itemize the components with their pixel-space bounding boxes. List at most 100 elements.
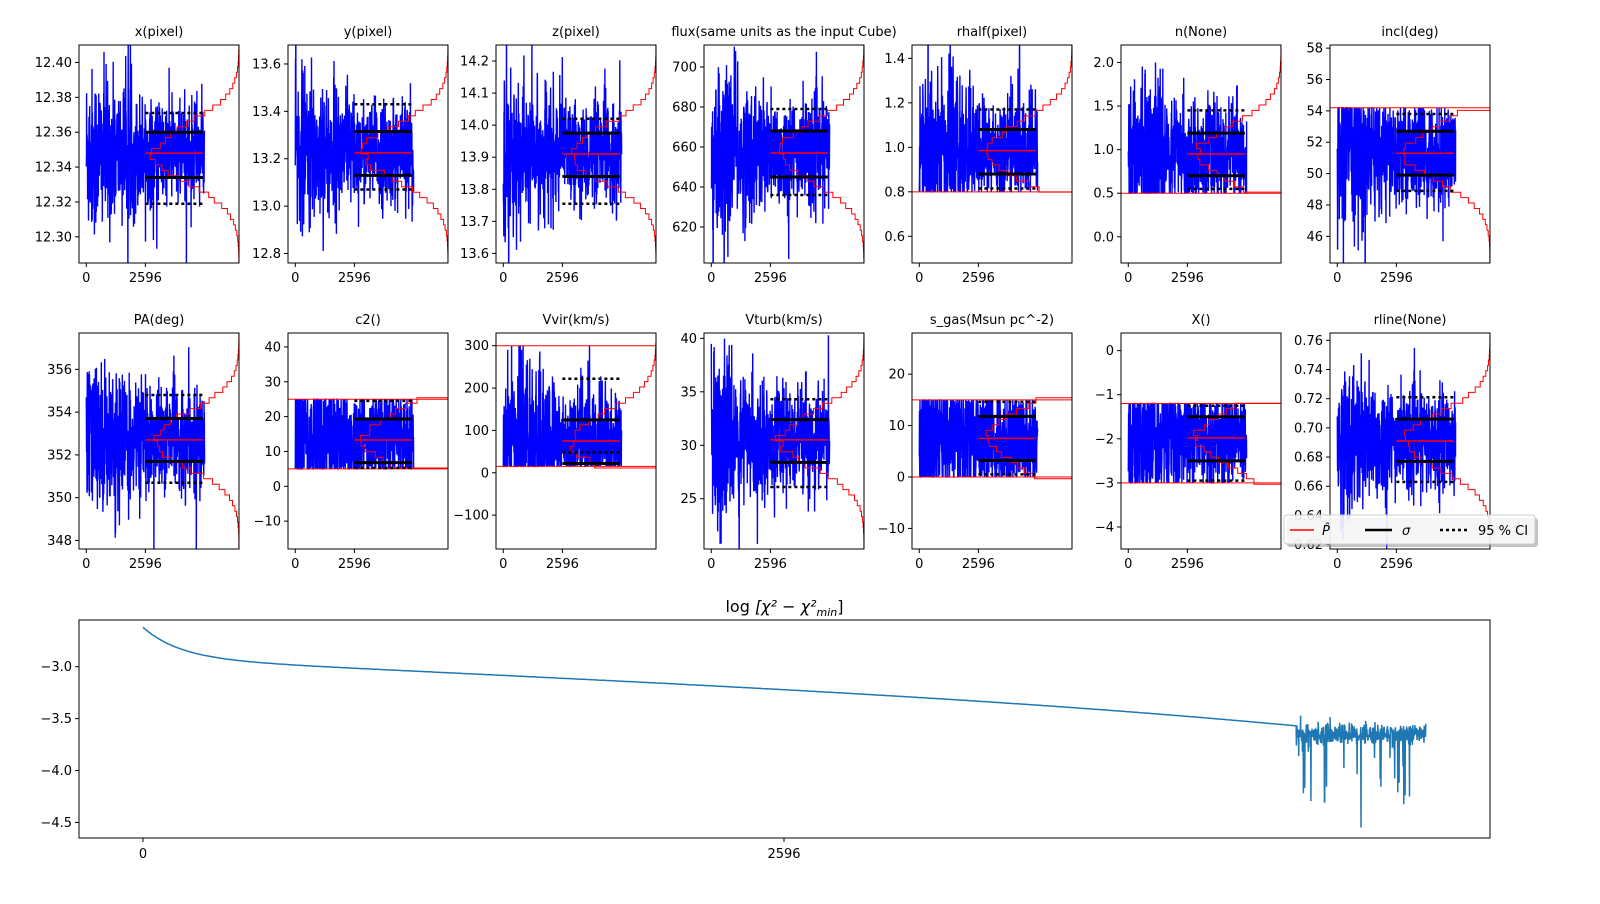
x-tick-label: 0 bbox=[499, 271, 507, 286]
panel-c2-: c2() −10 0 10 20 30 40 0 2596 bbox=[254, 313, 449, 572]
y-tick-label: 20 bbox=[264, 410, 281, 425]
trace-line bbox=[294, 398, 415, 470]
y-tick-label: 54 bbox=[1306, 104, 1323, 119]
x-tick-label: 0 bbox=[1333, 557, 1341, 572]
y-tick-label: 0.74 bbox=[1294, 363, 1323, 378]
y-tick-label: 20 bbox=[888, 368, 905, 383]
axes-frame bbox=[1120, 332, 1282, 550]
y-tick-label: 10 bbox=[264, 445, 281, 460]
x-tick-label: 0 bbox=[1333, 271, 1341, 286]
panel-title: incl(deg) bbox=[1381, 25, 1438, 40]
trace-line bbox=[502, 345, 623, 468]
chi2-title-prefix: log bbox=[725, 597, 754, 616]
x-tick-label: 2596 bbox=[1380, 271, 1413, 286]
panel-y-pixel-: y(pixel) 12.8 13.0 13.2 13.4 13.6 0 2596 bbox=[252, 25, 449, 286]
y-tick-label: 1.4 bbox=[884, 52, 905, 67]
chi2-title-expr: [χ² − χ² bbox=[755, 597, 817, 616]
axes-frame bbox=[78, 332, 240, 550]
plot-area bbox=[85, 45, 239, 263]
x-tick-label: 2596 bbox=[1171, 557, 1204, 572]
y-tick-label: −4 bbox=[1095, 520, 1114, 535]
panel-title: Vvir(km/s) bbox=[542, 313, 609, 328]
panel-title: X() bbox=[1191, 313, 1210, 328]
posterior-histogram bbox=[774, 333, 864, 549]
x-tick-label: 0 bbox=[291, 557, 299, 572]
y-tick-label: 0.70 bbox=[1294, 421, 1323, 436]
y-tick-label: 12.38 bbox=[35, 91, 72, 106]
y-tick-label: 48 bbox=[1306, 198, 1323, 213]
y-tick-label: 0 bbox=[1106, 344, 1114, 359]
panel-s-gas-msun-pc-2-: s_gas(Msun pc^-2) −10 0 10 20 0 2596 bbox=[878, 313, 1073, 572]
axes-frame bbox=[1329, 44, 1491, 264]
axes-frame bbox=[1120, 44, 1282, 264]
x-tick-label: 0 bbox=[82, 271, 90, 286]
plot-area bbox=[912, 45, 1072, 263]
y-tick-label: 13.8 bbox=[460, 183, 489, 198]
y-tick-label: 2.0 bbox=[1093, 56, 1114, 71]
y-tick-label: 0.0 bbox=[1093, 230, 1114, 245]
y-tick-label: −100 bbox=[453, 509, 489, 524]
y-tick-label: 0.66 bbox=[1294, 480, 1323, 495]
y-tick-label: 13.6 bbox=[460, 247, 489, 262]
y-tick-label: 0.6 bbox=[884, 230, 905, 245]
y-tick-label: 200 bbox=[464, 382, 489, 397]
y-tick-label: 0.72 bbox=[1294, 392, 1323, 407]
posterior-histogram bbox=[149, 45, 239, 263]
panel-title: Vturb(km/s) bbox=[745, 313, 822, 328]
axes-frame bbox=[78, 619, 1491, 839]
y-tick-label: 14.2 bbox=[460, 55, 489, 70]
x-tick-label: 2596 bbox=[962, 557, 995, 572]
panel-title: rhalf(pixel) bbox=[957, 25, 1027, 40]
axes-frame bbox=[287, 44, 449, 264]
y-tick-label: 1.2 bbox=[884, 96, 905, 111]
axes-frame bbox=[495, 332, 657, 550]
x-tick-label: 2596 bbox=[1171, 271, 1204, 286]
y-tick-label: −4.5 bbox=[40, 816, 72, 831]
trace-line bbox=[1127, 62, 1248, 194]
axes-frame bbox=[703, 332, 865, 550]
y-tick-label: 14.0 bbox=[460, 119, 489, 134]
posterior-histogram bbox=[1196, 45, 1281, 263]
y-tick-label: 12.34 bbox=[35, 161, 72, 176]
y-tick-label: 700 bbox=[672, 61, 697, 76]
posterior-histogram bbox=[360, 45, 448, 263]
panel-flux-same-units-as-the-input-cube-: flux(same units as the input Cube) 620 640… bbox=[671, 25, 896, 286]
panel-title: y(pixel) bbox=[344, 25, 393, 40]
x-tick-label: 0 bbox=[499, 557, 507, 572]
x-tick-label: 2596 bbox=[338, 557, 371, 572]
panel-x-: X() −4 −3 −2 −1 0 0 2596 bbox=[1095, 313, 1282, 572]
panel-pa-deg-: PA(deg) 348 350 352 354 356 0 2596 bbox=[47, 313, 240, 572]
y-tick-label: 660 bbox=[672, 141, 697, 156]
y-tick-label: 12.36 bbox=[35, 126, 72, 141]
y-tick-label: 0.68 bbox=[1294, 451, 1323, 466]
plot-area bbox=[710, 45, 864, 263]
y-tick-label: −10 bbox=[878, 522, 905, 537]
x-tick-label: 0 bbox=[139, 847, 147, 862]
y-tick-label: −2 bbox=[1095, 432, 1114, 447]
panel-vvir-km-s-: Vvir(km/s) −100 0 100 200 300 0 2596 bbox=[453, 313, 657, 572]
y-tick-label: 0.5 bbox=[1093, 187, 1114, 202]
axes-frame bbox=[911, 44, 1073, 264]
trace-line bbox=[85, 347, 206, 549]
panel-incl-deg-: incl(deg) 46 48 50 52 54 56 58 0 2596 bbox=[1306, 25, 1491, 286]
x-tick-label: 2596 bbox=[129, 271, 162, 286]
posterior-histogram bbox=[153, 333, 239, 549]
y-tick-label: 640 bbox=[672, 181, 697, 196]
y-tick-label: 13.7 bbox=[460, 215, 489, 230]
y-tick-label: 46 bbox=[1306, 230, 1323, 245]
y-tick-label: 354 bbox=[47, 406, 72, 421]
y-tick-label: 13.9 bbox=[460, 151, 489, 166]
legend-sigma-label: σ bbox=[1402, 524, 1411, 539]
y-tick-label: 356 bbox=[47, 363, 72, 378]
plot-area bbox=[1121, 45, 1281, 263]
x-tick-label: 0 bbox=[1124, 557, 1132, 572]
y-tick-label: 12.32 bbox=[35, 195, 72, 210]
y-tick-label: 1.0 bbox=[1093, 143, 1114, 158]
y-tick-label: 13.2 bbox=[252, 152, 281, 167]
y-tick-label: −4.0 bbox=[40, 764, 72, 779]
x-tick-label: 0 bbox=[82, 557, 90, 572]
legend-ci-label: 95 % CI bbox=[1478, 524, 1528, 539]
panel-title: rline(None) bbox=[1374, 313, 1447, 328]
plot-area bbox=[1336, 333, 1490, 549]
